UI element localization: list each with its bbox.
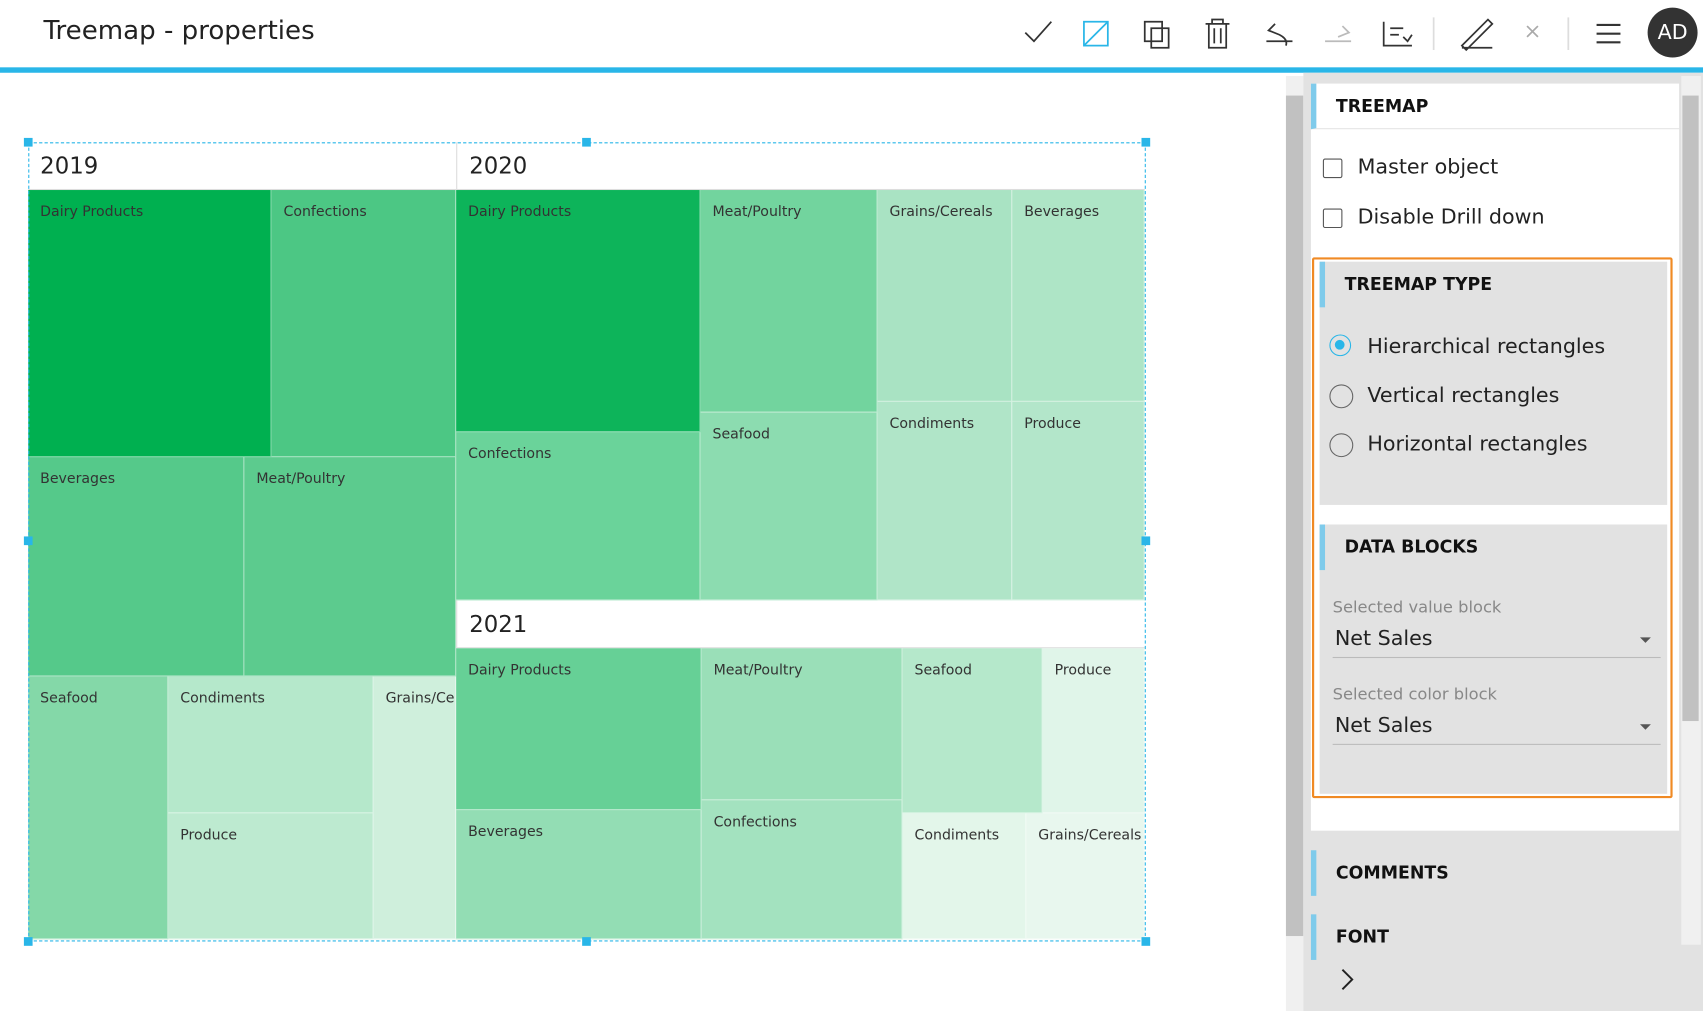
resize-handle[interactable]	[23, 137, 33, 147]
dropdown[interactable]: Net Sales	[1332, 713, 1661, 745]
type-box	[1319, 261, 1668, 505]
toolbar	[0, 0, 1703, 68]
treemap-cell[interactable]: Beverages	[456, 810, 702, 940]
resize-handle[interactable]	[23, 937, 33, 946]
resize-handle[interactable]	[1141, 137, 1151, 147]
radio[interactable]	[1329, 433, 1354, 458]
field-label: Selected value block	[1332, 597, 1502, 617]
page-title: Treemap - properties	[43, 15, 315, 46]
radio[interactable]	[1329, 384, 1354, 409]
section-header[interactable]: TREEMAP TYPE	[1319, 261, 1668, 308]
section-header[interactable]: DATA BLOCKS	[1319, 524, 1668, 571]
treemap-cell[interactable]: Dairy Products	[456, 190, 701, 433]
edit-icon[interactable]	[1460, 18, 1494, 52]
resize-handle[interactable]	[582, 137, 591, 147]
treemap-cell[interactable]: Produce	[1012, 401, 1145, 601]
section-header[interactable]: FONT	[1310, 914, 1679, 960]
expand-arrow[interactable]	[1339, 966, 1356, 992]
data-blocks-box	[1319, 524, 1668, 794]
treemap-cell[interactable]: Produce	[168, 813, 374, 940]
radio-label[interactable]: Vertical rectangles	[1367, 383, 1560, 408]
resize-handle[interactable]	[582, 937, 591, 946]
resize-handle[interactable]	[1141, 536, 1151, 546]
redo-icon[interactable]	[1325, 25, 1352, 43]
group-header[interactable]: 2020	[456, 142, 1145, 191]
treemap-cell[interactable]: Seafood	[700, 412, 878, 601]
treemap-cell[interactable]: Condiments	[902, 813, 1027, 940]
treemap-cell[interactable]: Seafood	[902, 648, 1043, 814]
radio-label[interactable]: Horizontal rectangles	[1367, 432, 1588, 457]
undo-icon[interactable]	[1266, 23, 1293, 46]
treemap-cell[interactable]: Grains/Cereals	[1026, 813, 1145, 940]
panel-scrollbar-thumb[interactable]	[1682, 95, 1699, 722]
checkbox[interactable]	[1322, 208, 1343, 229]
checkbox-label[interactable]: Disable Drill down	[1357, 205, 1545, 230]
treemap-cell[interactable]: Condiments	[877, 401, 1013, 601]
group-header[interactable]: 2019	[28, 142, 457, 191]
dropdown-value: Net Sales	[1334, 713, 1433, 738]
duplicate-icon[interactable]	[1143, 20, 1170, 49]
treemap-cell[interactable]: Condiments	[168, 676, 374, 814]
design-icon[interactable]	[1083, 20, 1109, 47]
treemap-cell[interactable]: Meat/Poultry	[700, 190, 878, 413]
toolbar-icons	[1024, 17, 1570, 52]
treemap-cell[interactable]: Produce	[1042, 648, 1145, 814]
treemap-cell[interactable]: Confections	[701, 800, 903, 940]
dropdown[interactable]: Net Sales	[1332, 626, 1661, 659]
header-rule	[0, 67, 1703, 73]
checkbox[interactable]	[1322, 158, 1343, 179]
resize-handle[interactable]	[23, 536, 33, 546]
delete-icon[interactable]	[1205, 18, 1230, 49]
scrollbar-thumb[interactable]	[1285, 95, 1304, 937]
dropdown-arrow	[1640, 724, 1651, 730]
confirm-icon[interactable]	[1024, 21, 1052, 43]
treemap-cell[interactable]: Beverages	[1012, 190, 1145, 402]
checkbox-label[interactable]: Master object	[1357, 155, 1499, 180]
treemap-cell[interactable]: Dairy Products	[456, 648, 702, 811]
radio-label[interactable]: Hierarchical rectangles	[1367, 334, 1606, 359]
resize-handle[interactable]	[1141, 937, 1151, 946]
section-header[interactable]: TREEMAP	[1310, 83, 1680, 130]
treemap-cell[interactable]: Confections	[456, 432, 701, 601]
treemap-cell[interactable]: Grains/Cereals	[373, 676, 457, 940]
treemap-cell[interactable]: Seafood	[28, 676, 169, 940]
dropdown-arrow	[1640, 637, 1651, 643]
treemap-cell[interactable]: Meat/Poultry	[701, 648, 903, 801]
menu-icon[interactable]	[1594, 22, 1624, 46]
treemap-cell[interactable]: Grains/Cereals	[877, 190, 1013, 402]
avatar[interactable]: AD	[1647, 7, 1698, 58]
treemap-cell[interactable]: Confections	[271, 190, 457, 458]
treemap-cell[interactable]: Beverages	[28, 457, 245, 677]
highlight-frame	[1312, 257, 1673, 799]
group-header[interactable]: 2021	[456, 600, 1145, 649]
dropdown-value: Net Sales	[1334, 626, 1433, 651]
section-header[interactable]: COMMENTS	[1310, 850, 1679, 896]
treemap-cell[interactable]: Dairy Products	[28, 190, 272, 458]
close-icon[interactable]	[1526, 25, 1539, 38]
selection-frame	[28, 142, 1146, 942]
field-label: Selected color block	[1332, 684, 1497, 704]
sort-icon[interactable]	[1382, 21, 1413, 47]
treemap-cell[interactable]: Meat/Poultry	[244, 457, 457, 677]
radio-selected[interactable]	[1329, 334, 1352, 357]
